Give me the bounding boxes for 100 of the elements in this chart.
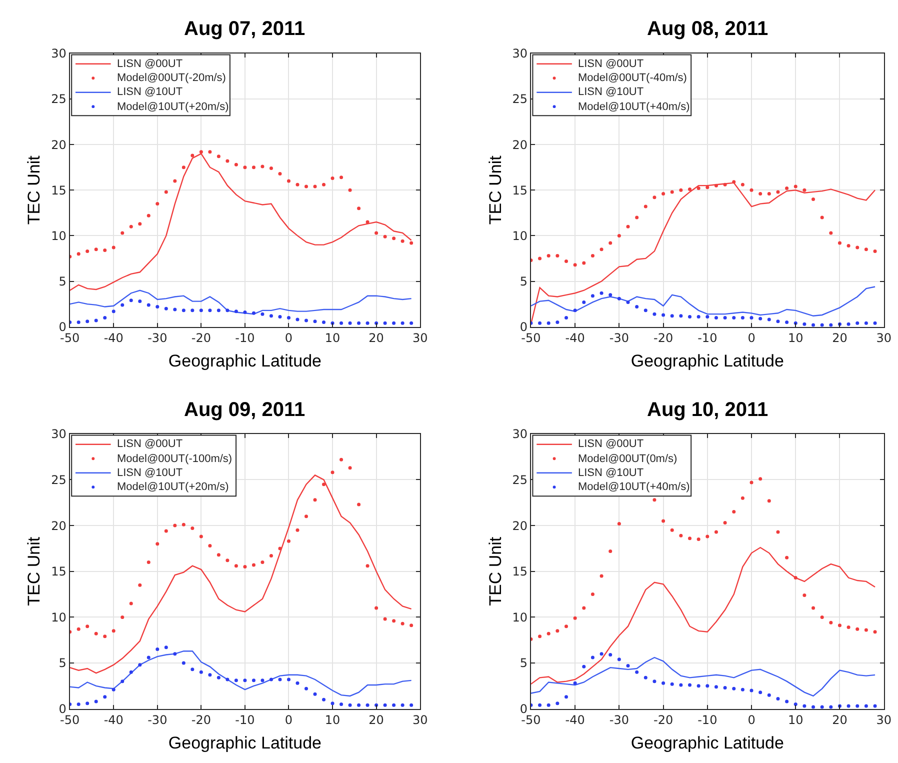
point [626, 224, 630, 228]
point [243, 166, 247, 170]
point [410, 703, 414, 707]
point [802, 188, 806, 192]
point [723, 686, 727, 690]
point [820, 615, 824, 619]
point [635, 216, 639, 220]
point [670, 190, 674, 194]
point [829, 620, 833, 624]
point [269, 554, 273, 558]
point [573, 616, 577, 620]
point [286, 179, 290, 183]
legend-label: LISN @00UT [578, 58, 644, 70]
point [652, 196, 656, 200]
point [234, 678, 238, 682]
x-tick-label: 20 [832, 713, 848, 728]
point [112, 629, 116, 633]
point [706, 315, 710, 319]
point [226, 558, 230, 562]
legend-label: Model@00UT(-20m/s) [117, 72, 226, 84]
point [546, 254, 550, 258]
x-tick-label: -40 [565, 713, 585, 728]
x-tick-label: -30 [148, 713, 168, 728]
point [410, 624, 414, 628]
point [173, 179, 177, 183]
y-tick-label: 10 [512, 228, 528, 243]
point [392, 321, 396, 325]
line-series [70, 650, 412, 697]
point [313, 184, 317, 188]
y-tick-label: 25 [51, 92, 66, 106]
point [286, 316, 290, 320]
point [156, 305, 160, 309]
point [644, 308, 648, 312]
x-tick-label: 20 [368, 713, 384, 728]
x-tick-label: -10 [235, 713, 255, 728]
point [313, 320, 317, 324]
point [582, 300, 586, 304]
y-tick-label: 20 [51, 138, 66, 152]
point [286, 539, 290, 543]
point [538, 703, 542, 707]
point [234, 310, 238, 314]
x-tick-label: 10 [788, 713, 804, 728]
point [590, 656, 594, 660]
point [94, 318, 98, 322]
point [696, 684, 700, 688]
point [400, 239, 404, 243]
x-tick-label: -30 [609, 713, 629, 728]
point [767, 318, 771, 322]
point [340, 176, 344, 180]
y-axis-title: TEC Unit [486, 155, 505, 225]
point [750, 188, 754, 192]
point [582, 606, 586, 610]
point [129, 298, 133, 302]
point [182, 522, 186, 526]
x-axis-title: Geographic Latitude [630, 734, 784, 753]
point [348, 703, 352, 707]
chart-title: Aug 09, 2011 [184, 399, 306, 421]
point [617, 234, 621, 238]
point [785, 700, 789, 704]
point [182, 308, 186, 312]
point [330, 470, 334, 474]
point [269, 678, 273, 682]
point [608, 293, 612, 297]
y-tick-label: 30 [512, 427, 528, 442]
y-axis-title: TEC Unit [24, 155, 44, 225]
x-tick-label: -10 [698, 713, 718, 728]
legend-label: LISN @00UT [578, 438, 644, 450]
point [670, 528, 674, 532]
point [617, 658, 621, 662]
point [564, 624, 568, 628]
point [670, 682, 674, 686]
point [829, 231, 833, 235]
point [538, 321, 542, 325]
point [392, 703, 396, 707]
point [313, 498, 317, 502]
x-tick-label: -40 [104, 713, 124, 728]
point [94, 632, 98, 636]
point [86, 702, 90, 706]
point [740, 496, 744, 500]
point [156, 542, 160, 546]
point [812, 705, 816, 709]
point [758, 477, 762, 481]
point [706, 534, 710, 538]
x-tick-label: -40 [104, 331, 124, 346]
point [156, 202, 160, 206]
point [129, 670, 133, 674]
point [740, 688, 744, 692]
point [758, 192, 762, 196]
point [199, 670, 203, 674]
x-axis-title: Geographic Latitude [630, 352, 784, 371]
point [164, 190, 168, 194]
point [652, 312, 656, 316]
point [199, 150, 203, 154]
point [688, 315, 692, 319]
point [216, 308, 220, 312]
point [812, 323, 816, 327]
point [635, 670, 639, 674]
point [820, 323, 824, 327]
line-series [530, 656, 876, 697]
point [278, 546, 282, 550]
